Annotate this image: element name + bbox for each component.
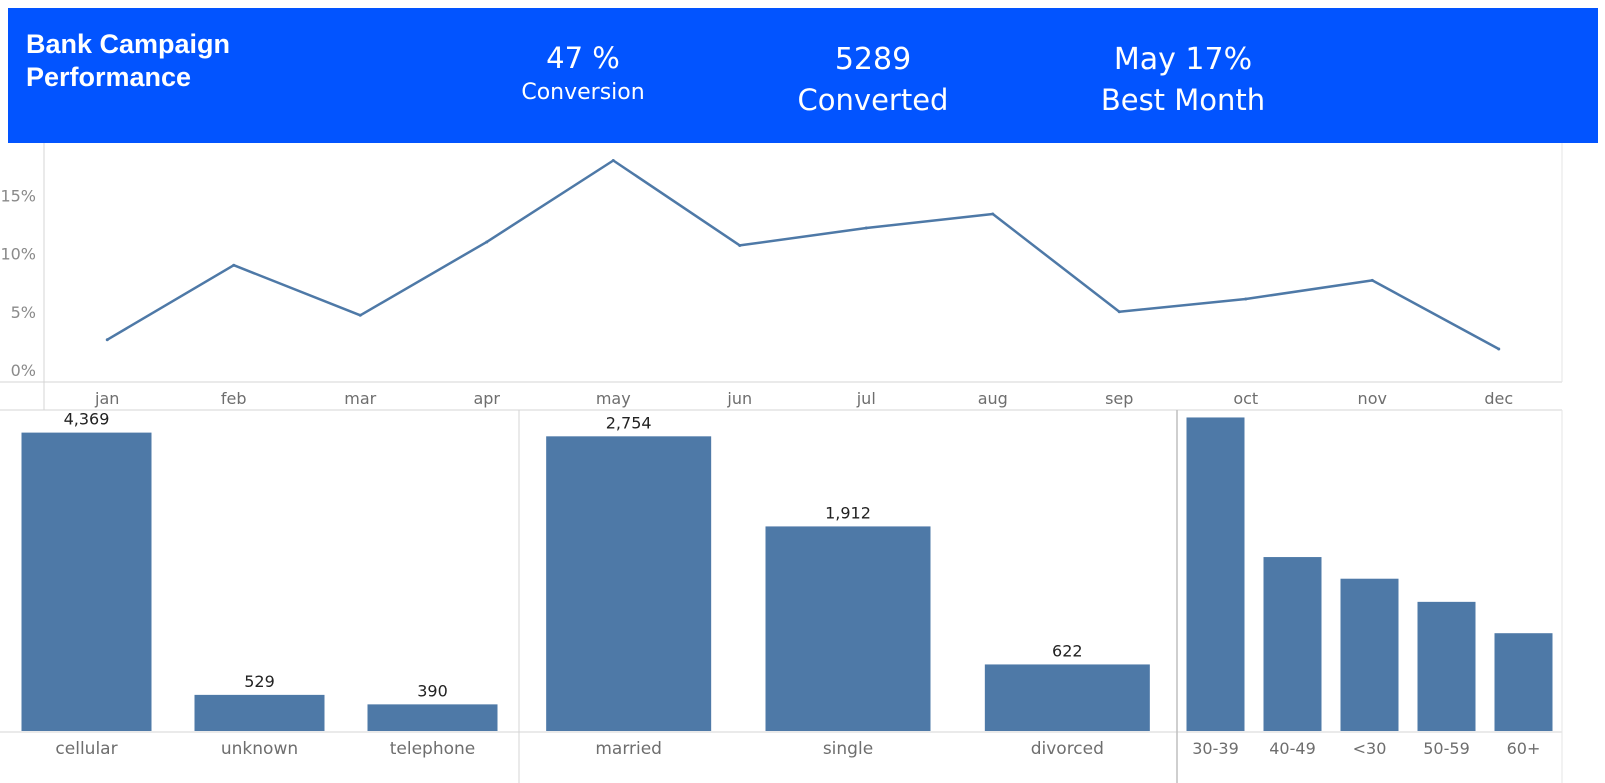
bar-category-label: 40-49 bbox=[1269, 739, 1316, 758]
line-point bbox=[1370, 278, 1374, 282]
line-point bbox=[232, 263, 236, 267]
x-tick-label: sep bbox=[1105, 389, 1133, 408]
bar-cellular bbox=[21, 432, 152, 731]
bar-40-49 bbox=[1263, 557, 1322, 731]
line-point bbox=[1497, 347, 1501, 351]
y-tick-label: 15% bbox=[0, 186, 36, 205]
line-point bbox=[485, 240, 489, 244]
bar-unknown bbox=[194, 694, 325, 731]
bar-50-59 bbox=[1417, 601, 1476, 731]
x-tick-label: oct bbox=[1233, 389, 1258, 408]
age-group-bar-chart: 30-39 40-49 <30 50-59 60+ bbox=[1177, 417, 1562, 758]
kpi-converted-label: Converted bbox=[797, 83, 949, 117]
header-banner: Bank Campaign Performance 47 % Conversio… bbox=[8, 8, 1598, 143]
x-tick-label: jan bbox=[94, 389, 119, 408]
bar-category-label: cellular bbox=[55, 739, 117, 759]
line-point bbox=[611, 158, 615, 162]
bar-category-label: telephone bbox=[390, 739, 476, 759]
title-line-2: Performance bbox=[26, 62, 192, 92]
y-tick-label: 5% bbox=[11, 303, 36, 322]
title-line-1: Bank Campaign bbox=[26, 29, 231, 59]
kpi-best-month-label: Best Month bbox=[1100, 83, 1266, 117]
kpi-converted: 5289 Converted bbox=[768, 40, 978, 120]
bar-30-39 bbox=[1186, 417, 1245, 731]
marital-status-bar-chart: 2,754 married 1,912 single 622 divorced bbox=[519, 413, 1177, 759]
y-tick-label: 10% bbox=[0, 245, 36, 264]
bar-value-label: 622 bbox=[1052, 641, 1083, 660]
kpi-conversion-value: 47 % bbox=[546, 41, 620, 75]
bar-category-label: 60+ bbox=[1507, 739, 1541, 758]
kpi-best-month: May 17% Best Month bbox=[1068, 40, 1298, 120]
line-point bbox=[358, 313, 362, 317]
kpi-conversion: 47 % Conversion bbox=[488, 38, 678, 108]
x-tick-label: feb bbox=[221, 389, 247, 408]
bar-value-label: 390 bbox=[417, 681, 448, 700]
x-tick-label: may bbox=[596, 389, 631, 408]
line-point bbox=[991, 212, 995, 216]
bar-<30 bbox=[1340, 578, 1399, 731]
dashboard-title: Bank Campaign Performance bbox=[26, 28, 326, 94]
bar-category-label: 30-39 bbox=[1192, 739, 1239, 758]
kpi-converted-value: 5289 bbox=[834, 42, 912, 77]
bar-value-label: 529 bbox=[244, 672, 275, 691]
line-point bbox=[105, 338, 109, 342]
x-tick-label: nov bbox=[1358, 389, 1387, 408]
x-tick-label: mar bbox=[344, 389, 376, 408]
kpi-conversion-label: Conversion bbox=[521, 80, 645, 105]
conversion-series-line bbox=[106, 159, 1500, 351]
x-tick-label: jul bbox=[856, 389, 876, 408]
bar-single bbox=[765, 526, 931, 731]
bar-value-label: 2,754 bbox=[606, 413, 652, 432]
x-tick-label: aug bbox=[978, 389, 1008, 408]
line-point bbox=[864, 226, 868, 230]
x-tick-label: dec bbox=[1484, 389, 1513, 408]
y-tick-label: 0% bbox=[11, 361, 36, 380]
bar-value-label: 4,369 bbox=[64, 410, 110, 429]
line-point bbox=[738, 243, 742, 247]
bar-category-label: 50-59 bbox=[1423, 739, 1470, 758]
bar-category-label: married bbox=[595, 739, 662, 759]
x-tick-label: jun bbox=[726, 389, 752, 408]
x-tick-label: apr bbox=[473, 389, 500, 408]
bar-category-label: unknown bbox=[221, 739, 298, 759]
bar-value-label: 1,912 bbox=[825, 503, 871, 522]
bar-category-label: single bbox=[823, 739, 873, 759]
bar-category-label: <30 bbox=[1353, 739, 1387, 758]
bar-married bbox=[546, 436, 712, 731]
panel-dividers bbox=[0, 409, 1563, 783]
monthly-conversion-line-chart: 0% 5% 10% 15% jan feb mar apr may jun jul aug sep oct… bbox=[0, 143, 1563, 410]
kpi-best-month-value: May 17% bbox=[1113, 42, 1253, 77]
bar-category-label: divorced bbox=[1031, 739, 1104, 759]
line-point bbox=[1244, 297, 1248, 301]
bar-divorced bbox=[984, 664, 1150, 731]
contact-type-bar-chart: 4,369 cellular 529 unknown 390 telephone bbox=[0, 410, 519, 759]
bar-60+ bbox=[1494, 633, 1553, 731]
line-point bbox=[1117, 310, 1121, 314]
bar-telephone bbox=[367, 704, 498, 731]
